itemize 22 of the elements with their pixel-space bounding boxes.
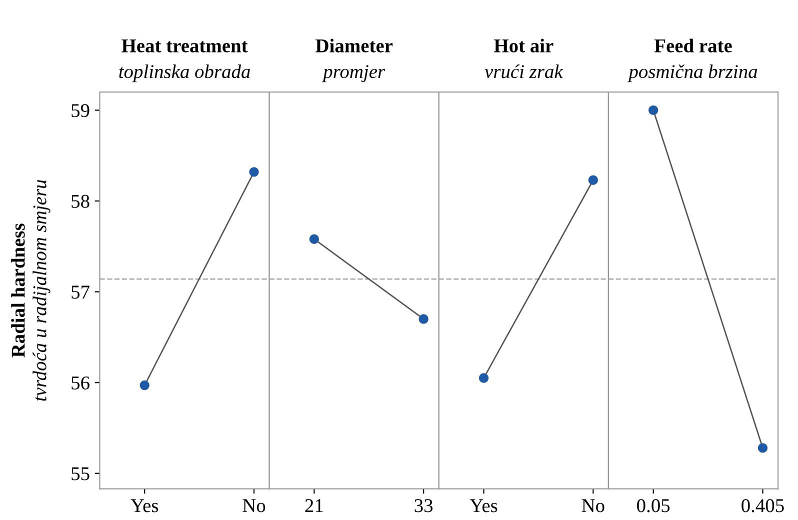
x-tick-label: 0.405 — [742, 499, 784, 512]
chart-title: Hot air — [494, 38, 554, 52]
x-tick-label: 21 — [305, 499, 323, 512]
x-tick-label: Yes — [470, 499, 498, 512]
x-tick-label: No — [582, 499, 604, 512]
chart-title: Feed rate — [654, 38, 732, 52]
chart-subtitle: posmična brzina — [628, 64, 758, 82]
chart-subtitle: promjer — [322, 65, 386, 82]
y-tick-label: 59 — [72, 104, 90, 118]
y-tick-label: 57 — [72, 286, 90, 299]
y-tick-label: 55 — [72, 467, 90, 480]
y-tick-label: 58 — [72, 194, 90, 208]
y-tick-label: 56 — [72, 376, 90, 390]
chart-subtitle: toplinska obrada — [119, 64, 250, 82]
y-axis-title: Radial hardness tvrdoća u radijalnom smjeru — [11, 180, 50, 401]
x-tick-label: No — [242, 499, 266, 512]
chart-title: Heat treatment — [122, 39, 248, 52]
chart-subtitle: vrući zrak — [484, 64, 564, 78]
x-tick-label: 33 — [414, 499, 433, 512]
x-tick-label: Yes — [130, 499, 158, 512]
x-tick-label: 0.05 — [637, 499, 670, 512]
chart-title: Diameter — [316, 38, 393, 52]
